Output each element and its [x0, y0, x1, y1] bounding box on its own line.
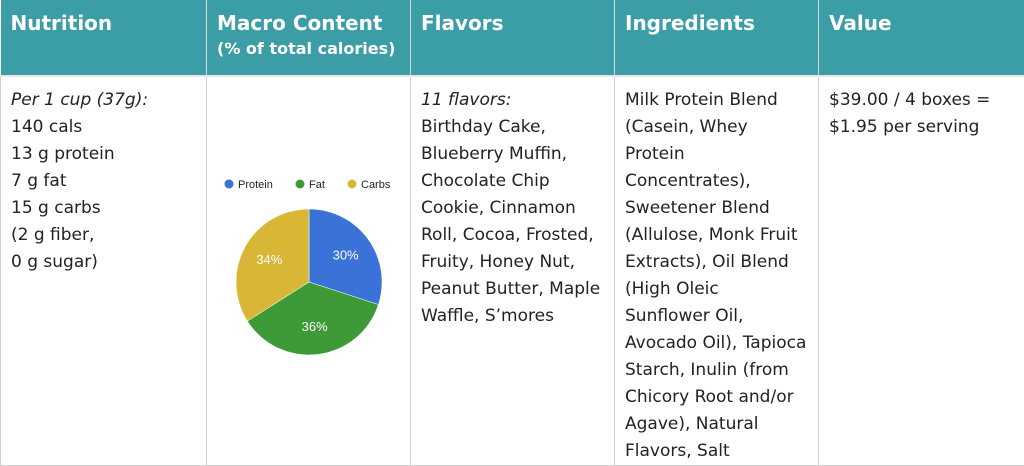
ingredients-cell: Milk Protein Blend (Casein, Whey Protein… — [615, 76, 819, 466]
nutrition-sugar: 0 g sugar) — [11, 249, 196, 276]
macro-pie-chart: Protein Fat Carbs 30% 36% 34% — [207, 77, 411, 447]
flavors-cell: 11 flavors: Birthday Cake, Blueberry Muf… — [411, 76, 615, 466]
value-cell: $39.00 / 4 boxes = $1.95 per serving — [819, 76, 1024, 466]
flavors-list: Birthday Cake, Blueberry Muffin, Chocola… — [421, 117, 600, 326]
ingredients-list: Milk Protein Blend (Casein, Whey Protein… — [625, 90, 806, 461]
nutrition-calories: 140 cals — [11, 114, 196, 141]
header-row: Nutrition Macro Content (% of total calo… — [1, 0, 1024, 76]
legend-label-protein: Protein — [238, 179, 273, 191]
value-price: $39.00 / 4 boxes = $1.95 per serving — [829, 90, 990, 137]
header-nutrition: Nutrition — [1, 0, 207, 76]
nutrition-fiber: (2 g fiber, — [11, 222, 196, 249]
header-ingredients-label: Ingredients — [625, 10, 808, 36]
header-value: Value — [819, 0, 1024, 76]
legend-label-fat: Fat — [309, 179, 325, 191]
header-nutrition-label: Nutrition — [11, 10, 197, 36]
header-ingredients: Ingredients — [615, 0, 819, 76]
nutrition-cell: Per 1 cup (37g): 140 cals 13 g protein 7… — [1, 76, 207, 466]
nutrition-serving-size: Per 1 cup (37g): — [11, 87, 196, 114]
legend-marker-carbs — [348, 180, 357, 189]
macro-chart-cell: Protein Fat Carbs 30% 36% 34% — [207, 76, 411, 466]
header-value-label: Value — [829, 10, 1014, 36]
nutrition-carbs: 15 g carbs — [11, 195, 196, 222]
pie-label-carbs: 34% — [256, 252, 282, 267]
flavors-count: 11 flavors: — [421, 87, 604, 114]
header-macro-content: Macro Content (% of total calories) — [207, 0, 411, 76]
legend-marker-fat — [296, 180, 305, 189]
header-macro-title: Macro Content — [217, 10, 400, 36]
legend-label-carbs: Carbs — [361, 179, 391, 191]
pie-label-fat: 36% — [302, 319, 328, 334]
pie-label-protein: 30% — [333, 247, 359, 262]
table-row: Per 1 cup (37g): 140 cals 13 g protein 7… — [1, 76, 1024, 466]
header-macro-subtitle: (% of total calories) — [217, 38, 400, 60]
header-flavors: Flavors — [411, 0, 615, 76]
nutrition-protein: 13 g protein — [11, 141, 196, 168]
nutrition-fat: 7 g fat — [11, 168, 196, 195]
legend-marker-protein — [225, 180, 234, 189]
header-flavors-label: Flavors — [421, 10, 604, 36]
